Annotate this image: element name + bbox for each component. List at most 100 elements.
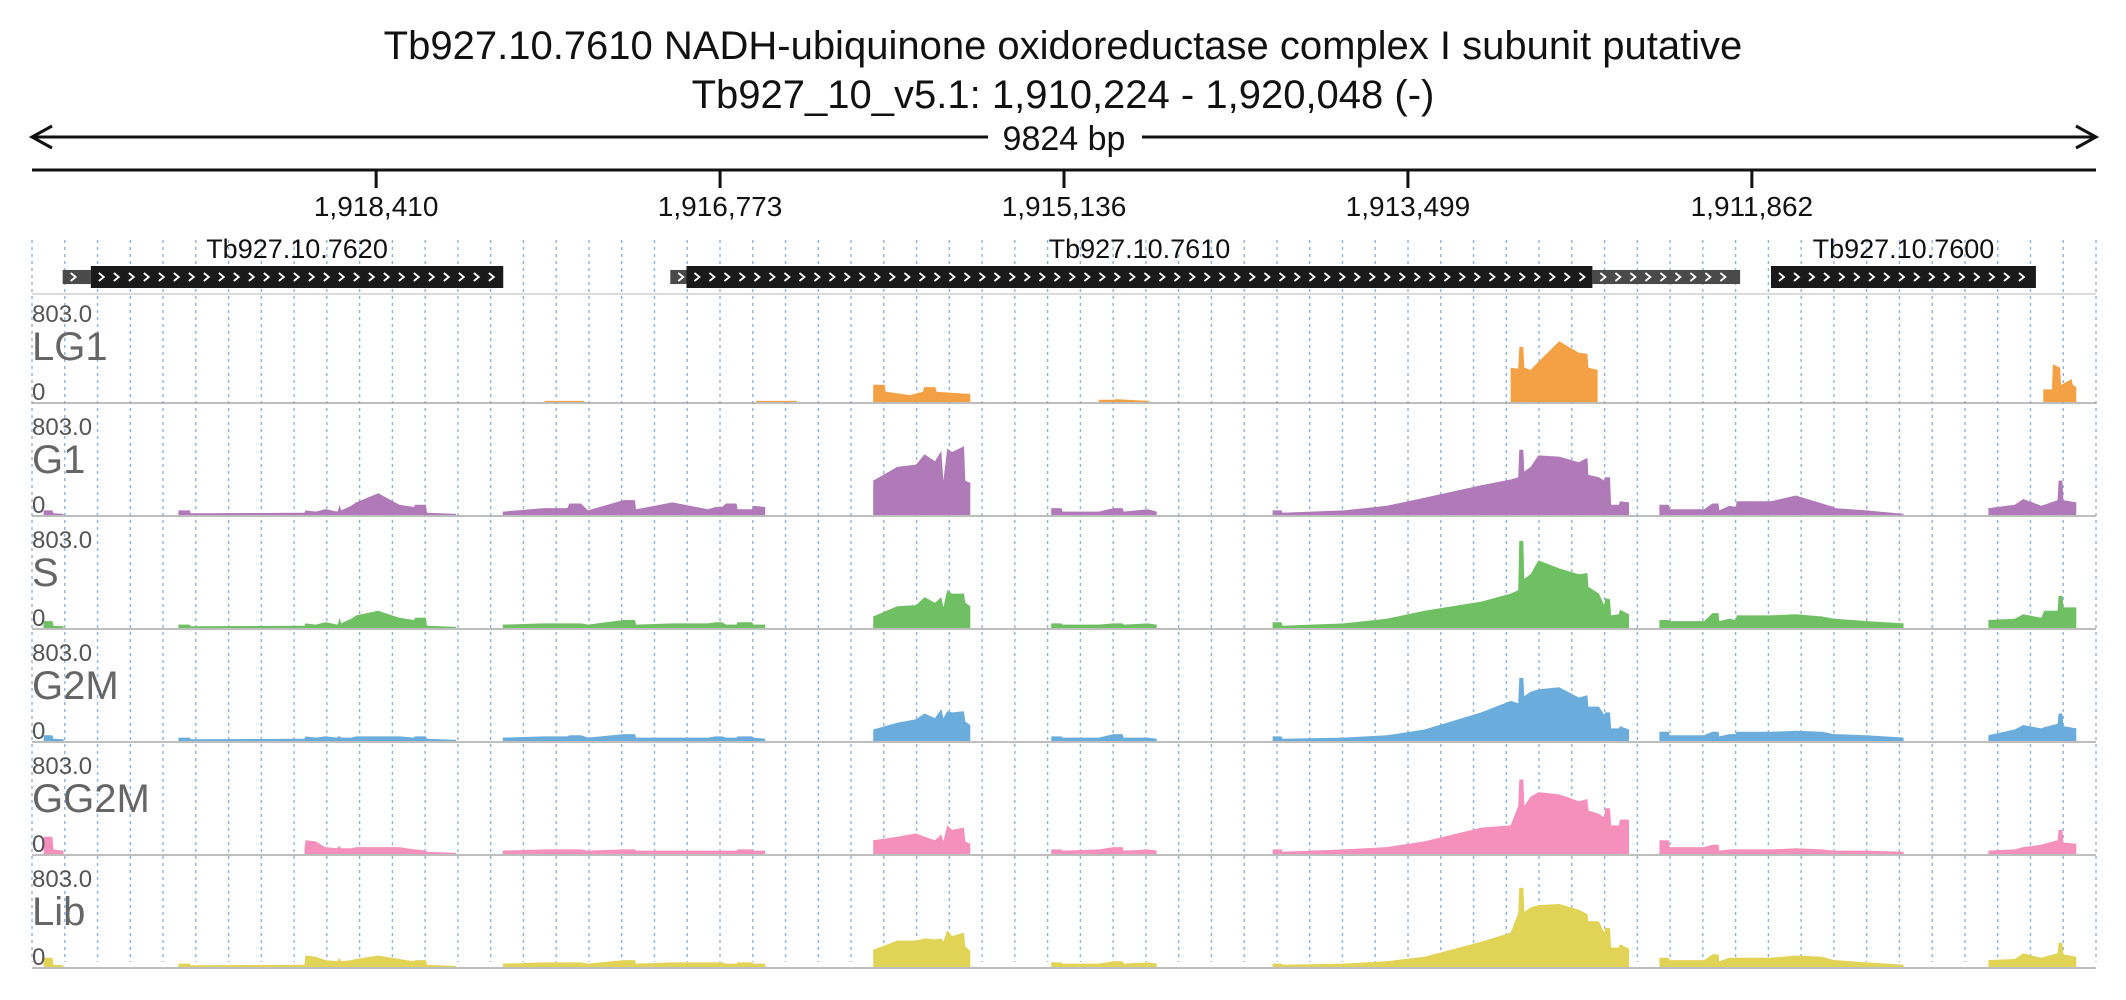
coverage-area	[1272, 449, 1629, 515]
track-ymin-label: 0	[32, 718, 45, 745]
coverage-area	[1272, 678, 1629, 741]
coverage-area	[1659, 495, 1904, 515]
track-name-label: G2M	[32, 664, 119, 708]
axis-tick-label: 1,913,499	[1346, 191, 1471, 222]
gene-Tb927-10-7610: Tb927.10.7610	[670, 234, 1741, 288]
axis-tick-label: 1,918,410	[314, 191, 439, 222]
axis-tick-label: 1,916,773	[658, 191, 783, 222]
coverage-area	[1988, 480, 2077, 515]
span-arrow-right-head	[2075, 124, 2100, 150]
track-ymax-label: 803.0	[32, 527, 92, 554]
gene-label: Tb927.10.7610	[1049, 234, 1231, 264]
coverage-area	[1272, 887, 1629, 967]
gene-Tb927-10-7600: Tb927.10.7600	[1770, 234, 2036, 288]
genomic-axis: 1,918,410 1,916,773 1,915,136 1,913,499 1,91…	[32, 168, 2096, 222]
strand-chevrons	[98, 272, 496, 282]
coverage-area	[502, 620, 766, 628]
coverage-area	[1272, 540, 1629, 628]
coverage-area	[502, 849, 766, 854]
coverage-area	[502, 734, 766, 741]
coverage-area	[1988, 713, 2077, 741]
coverage-area	[502, 500, 766, 515]
coverage-tracks: 803.0LG10803.0G10803.0S0803.0G2M0803.0GG…	[32, 301, 2096, 971]
strand-chevrons	[677, 272, 685, 282]
track-name-label: S	[32, 551, 59, 595]
track-ymax-label: 803.0	[32, 414, 92, 441]
track-name-label: G1	[32, 438, 85, 482]
chart-subtitle: Tb927_10_v5.1: 1,910,224 - 1,920,048 (-)	[691, 73, 1435, 117]
coverage-area	[1051, 847, 1157, 854]
coverage-area	[1510, 341, 1598, 402]
coverage-area	[1988, 942, 2077, 967]
coverage-area	[1659, 954, 1904, 967]
track-ymax-label: 803.0	[32, 753, 92, 780]
coverage-area	[2043, 364, 2077, 402]
coverage-area	[502, 960, 766, 967]
coverage-area	[304, 840, 456, 854]
gene-cds	[90, 266, 504, 288]
coverage-area	[1988, 829, 2077, 854]
gene-label: Tb927.10.7600	[1813, 234, 1995, 264]
track-s: 803.0S 0	[32, 527, 2096, 632]
coverage-area	[1051, 623, 1157, 628]
track-ymin-label: 0	[32, 379, 45, 406]
span-ruler: 9824 bp	[28, 120, 2100, 158]
span-label: 9824 bp	[1003, 120, 1126, 158]
coverage-area	[873, 930, 971, 967]
coverage-area	[43, 957, 64, 967]
coverage-area	[178, 493, 456, 515]
chart-title: Tb927.10.7610 NADH-ubiquinone oxidoreduc…	[383, 24, 1743, 68]
track-name-label: GG2M	[32, 777, 150, 821]
coverage-area	[873, 708, 971, 741]
track-name-label: Lib	[32, 890, 85, 934]
coverage-area	[1098, 399, 1150, 402]
coverage-area	[178, 610, 456, 628]
coverage-area	[544, 400, 585, 402]
strand-chevrons	[1599, 272, 1727, 282]
gene-Tb927-10-7620: Tb927.10.7620	[62, 234, 504, 288]
track-ymin-label: 0	[32, 831, 45, 858]
gene-utr5	[670, 269, 687, 285]
axis-tick-label: 1,911,862	[1691, 191, 1814, 222]
coverage-area	[43, 510, 64, 515]
coverage-area	[1659, 840, 1904, 854]
coverage-area	[756, 400, 797, 402]
coverage-area	[1659, 730, 1904, 741]
track-ymax-label: 803.0	[32, 640, 92, 667]
coverage-area	[178, 736, 456, 741]
coverage-area	[873, 384, 971, 402]
track-ymax-label: 803.0	[32, 866, 92, 893]
coverage-area	[178, 955, 456, 967]
track-ymin-label: 0	[32, 605, 45, 632]
gene-cds	[686, 266, 1593, 288]
gridlines	[31, 240, 2097, 962]
track-name-label: LG1	[32, 325, 108, 369]
coverage-area	[1988, 595, 2077, 628]
strand-chevrons	[693, 272, 1586, 282]
coverage-area	[873, 446, 971, 515]
strand-chevrons	[70, 272, 78, 282]
coverage-area	[873, 590, 971, 628]
coverage-area	[873, 825, 971, 854]
strand-chevrons	[1778, 272, 2026, 282]
track-ymin-label: 0	[32, 944, 45, 971]
coverage-area	[1659, 613, 1904, 628]
coverage-area	[43, 621, 64, 628]
gene-track: Tb927.10.7620 Tb927.10.7610 Tb927.10.7600	[32, 234, 2096, 295]
axis-tick-label: 1,915,136	[1002, 191, 1127, 222]
span-arrow-left-head	[28, 124, 53, 150]
gene-label: Tb927.10.7620	[206, 234, 388, 264]
coverage-area	[43, 836, 64, 854]
track-ymax-label: 803.0	[32, 301, 92, 328]
track-ymin-label: 0	[32, 492, 45, 519]
coverage-area	[1272, 779, 1629, 854]
coverage-area	[1051, 734, 1157, 741]
coverage-area	[1051, 508, 1157, 515]
coverage-area	[43, 735, 64, 741]
coverage-area	[1051, 961, 1157, 967]
